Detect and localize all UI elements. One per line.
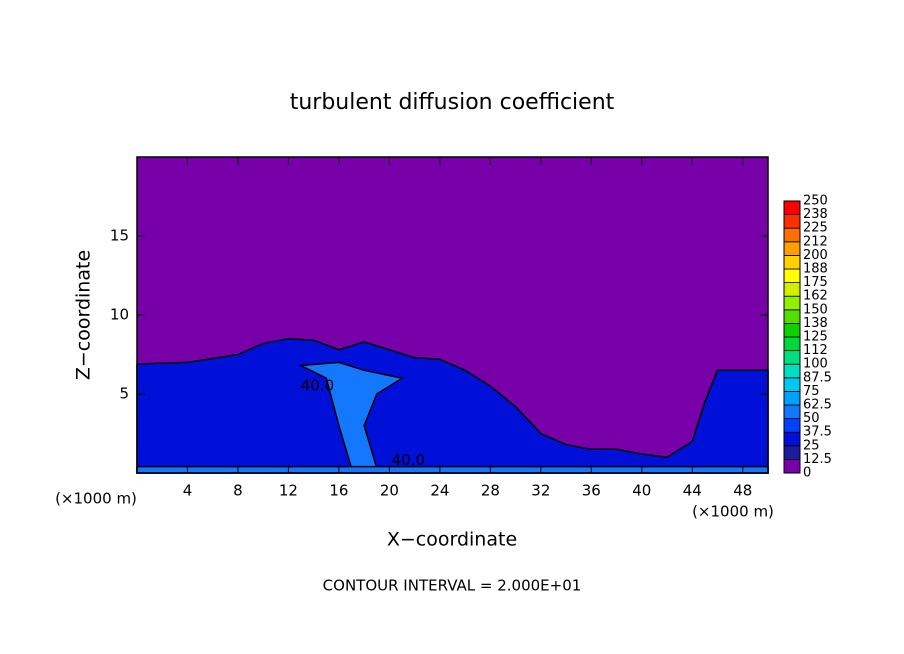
colorbar-swatch [783, 350, 801, 365]
colorbar-swatch [783, 445, 801, 460]
x-tick-label: 48 [733, 482, 752, 500]
contour-label: 40.0 [392, 451, 425, 469]
y-axis-label: Z−coordinate [73, 250, 95, 380]
colorbar-swatch [783, 241, 801, 256]
colorbar-tick-label: 25 [803, 438, 820, 453]
x-tick-label: 36 [582, 482, 601, 500]
colorbar-tick-label: 100 [803, 357, 828, 372]
chart-title: turbulent diffusion coefficient [290, 90, 615, 115]
colorbar-swatch [783, 227, 801, 243]
colorbar-swatch [783, 254, 801, 270]
colorbar-tick-label: 150 [803, 302, 828, 317]
y-unit: (×1000 m) [55, 490, 137, 508]
colorbar-swatch [783, 458, 801, 474]
y-tick-label: 10 [110, 306, 129, 324]
x-tick-label: 8 [233, 482, 243, 500]
colorbar-swatch [783, 404, 801, 420]
colorbar-tick-label: 188 [803, 262, 828, 277]
colorbar-tick-label: 212 [803, 234, 828, 249]
colorbar-swatch [783, 431, 801, 447]
x-unit: (×1000 m) [692, 503, 774, 521]
x-tick-label: 44 [683, 482, 702, 500]
colorbar-swatch [783, 268, 801, 284]
x-tick-label: 20 [380, 482, 399, 500]
colorbar-swatch [783, 418, 801, 433]
x-tick-label: 28 [481, 482, 500, 500]
colorbar-swatch [783, 295, 801, 311]
colorbar-tick-label: 12.5 [803, 452, 832, 467]
colorbar-tick-label: 75 [803, 384, 820, 399]
contour-region [136, 465, 769, 474]
colorbar-tick-label: 112 [803, 343, 828, 358]
colorbar-tick-label: 175 [803, 275, 828, 290]
colorbar-swatch [783, 214, 801, 229]
x-tick-label: 12 [279, 482, 298, 500]
colorbar-tick-label: 0 [803, 466, 811, 481]
colorbar-swatch [783, 390, 801, 406]
x-tick-label: 16 [329, 482, 348, 500]
contour-label: 40.0 [301, 377, 334, 395]
colorbar-swatch [783, 282, 801, 297]
colorbar-tick-label: 125 [803, 330, 828, 345]
x-tick-label: 4 [183, 482, 193, 500]
colorbar-tick-label: 200 [803, 248, 828, 263]
colorbar-tick-label: 138 [803, 316, 828, 331]
y-tick-label: 5 [119, 385, 129, 403]
colorbar-tick-label: 238 [803, 207, 828, 222]
colorbar-swatch [783, 200, 801, 216]
x-tick-label: 40 [632, 482, 651, 500]
colorbar-tick-label: 62.5 [803, 398, 832, 413]
footer-note: CONTOUR INTERVAL = 2.000E+01 [323, 577, 582, 595]
colorbar-tick-label: 37.5 [803, 425, 832, 440]
colorbar-swatch [783, 363, 801, 379]
colorbar-tick-label: 87.5 [803, 370, 832, 385]
colorbar-tick-label: 162 [803, 289, 828, 304]
colorbar-swatch [783, 322, 801, 338]
colorbar-tick-label: 250 [803, 194, 828, 209]
y-tick-label: 15 [110, 227, 129, 245]
x-tick-label: 24 [430, 482, 449, 500]
colorbar-tick-label: 225 [803, 221, 828, 236]
x-axis-label: X−coordinate [387, 529, 517, 551]
colorbar-tick-label: 50 [803, 411, 820, 426]
colorbar-swatch [783, 309, 801, 324]
colorbar-swatch [783, 336, 801, 352]
contour-region [136, 337, 769, 474]
contour-region [298, 361, 404, 470]
x-tick-label: 32 [531, 482, 550, 500]
colorbar-swatch [783, 377, 801, 392]
colorbar-frame [783, 200, 801, 474]
